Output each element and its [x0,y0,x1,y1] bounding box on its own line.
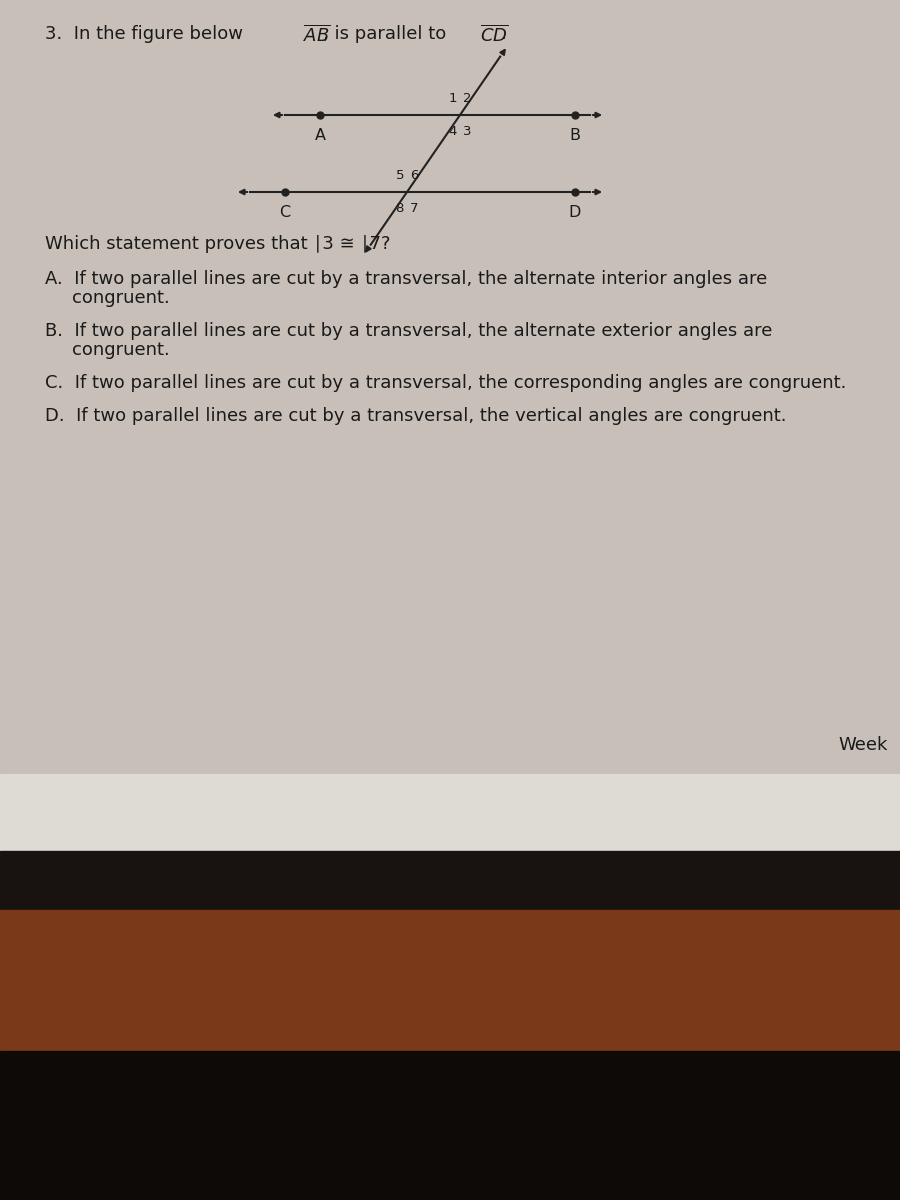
Text: B: B [570,128,580,143]
Text: 3.  In the figure below: 3. In the figure below [45,25,248,43]
Text: .: . [500,25,506,43]
Bar [0,774,900,851]
Text: congruent.: congruent. [72,289,170,307]
Text: $\overline{AB}$: $\overline{AB}$ [303,25,330,46]
Text: 4: 4 [448,125,457,138]
Bar [0,851,900,911]
Text: D.  If two parallel lines are cut by a transversal, the vertical angles are cong: D. If two parallel lines are cut by a tr… [45,407,787,425]
Text: 2: 2 [463,92,472,104]
Text: 6: 6 [410,169,419,182]
Text: A.  If two parallel lines are cut by a transversal, the alternate interior angle: A. If two parallel lines are cut by a tr… [45,270,767,288]
Text: C: C [279,205,291,220]
Text: , is parallel to: , is parallel to [323,25,452,43]
Text: Week: Week [839,736,888,754]
Text: A: A [314,128,326,143]
Text: congruent.: congruent. [72,341,170,359]
Bar [0,1051,900,1200]
Text: D: D [569,205,581,220]
Text: 1: 1 [448,92,457,104]
Text: 3: 3 [463,125,472,138]
Bar [0,911,900,1051]
Text: 8: 8 [396,202,404,215]
Text: 7: 7 [410,202,419,215]
Text: B.  If two parallel lines are cut by a transversal, the alternate exterior angle: B. If two parallel lines are cut by a tr… [45,322,772,340]
Text: $\overline{CD}$: $\overline{CD}$ [480,25,508,46]
Text: 5: 5 [395,169,404,182]
Text: Which statement proves that ∣3 ≅ ∣7?: Which statement proves that ∣3 ≅ ∣7? [45,235,391,253]
Text: C.  If two parallel lines are cut by a transversal, the corresponding angles are: C. If two parallel lines are cut by a tr… [45,374,846,392]
